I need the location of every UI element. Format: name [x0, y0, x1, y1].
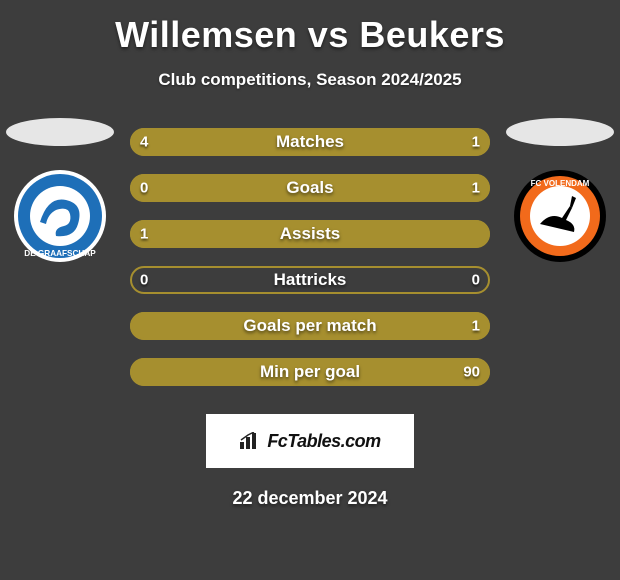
stat-right-fill: [195, 174, 490, 202]
left-club-column: DE GRAAFSCHAP: [0, 118, 120, 266]
stat-right-value: 1: [472, 134, 480, 151]
stat-right-value: 0: [472, 272, 480, 289]
stat-left-fill: [130, 128, 418, 156]
stat-bars: Matches41Goals01Assists1Hattricks00Goals…: [130, 128, 490, 386]
brand-badge: FcTables.com: [206, 414, 414, 468]
stat-label: Hattricks: [274, 270, 347, 290]
subtitle: Club competitions, Season 2024/2025: [0, 70, 620, 90]
stat-left-value: 1: [140, 226, 148, 243]
stat-row: Goals per match 1: [130, 312, 490, 340]
right-club-column: FC VOLENDAM: [500, 118, 620, 266]
brand-text: FcTables.com: [267, 431, 380, 452]
left-club-logo: DE GRAAFSCHAP: [10, 166, 110, 266]
stat-right-value: 90: [463, 364, 480, 381]
page-title: Willemsen vs Beukers: [0, 0, 620, 56]
stat-right-value: 1: [472, 180, 480, 197]
stat-left-value: 4: [140, 134, 148, 151]
chart-icon: [239, 432, 261, 450]
stat-label: Matches: [276, 132, 344, 152]
right-club-logo: FC VOLENDAM: [510, 166, 610, 266]
stat-label: Min per goal: [260, 362, 360, 382]
svg-text:DE GRAAFSCHAP: DE GRAAFSCHAP: [24, 249, 96, 258]
svg-text:FC VOLENDAM: FC VOLENDAM: [531, 179, 590, 188]
stat-left-value: 0: [140, 180, 148, 197]
stat-label: Goals per match: [243, 316, 376, 336]
stat-row: Goals 0 1: [130, 174, 490, 202]
stat-row: Min per goal 90: [130, 358, 490, 386]
stat-left-value: 0: [140, 272, 148, 289]
stat-label: Goals: [286, 178, 333, 198]
stat-right-value: 1: [472, 318, 480, 335]
stat-label: Assists: [280, 224, 340, 244]
date-text: 22 december 2024: [0, 488, 620, 509]
player-placeholder-right: [506, 118, 614, 146]
stat-row: Assists 1: [130, 220, 490, 248]
player-placeholder-left: [6, 118, 114, 146]
stat-row: Matches 4 1: [130, 128, 490, 156]
comparison-area: DE GRAAFSCHAP FC VOLENDAM Matches41Goals…: [0, 128, 620, 386]
stat-row: Hattricks 0 0: [130, 266, 490, 294]
